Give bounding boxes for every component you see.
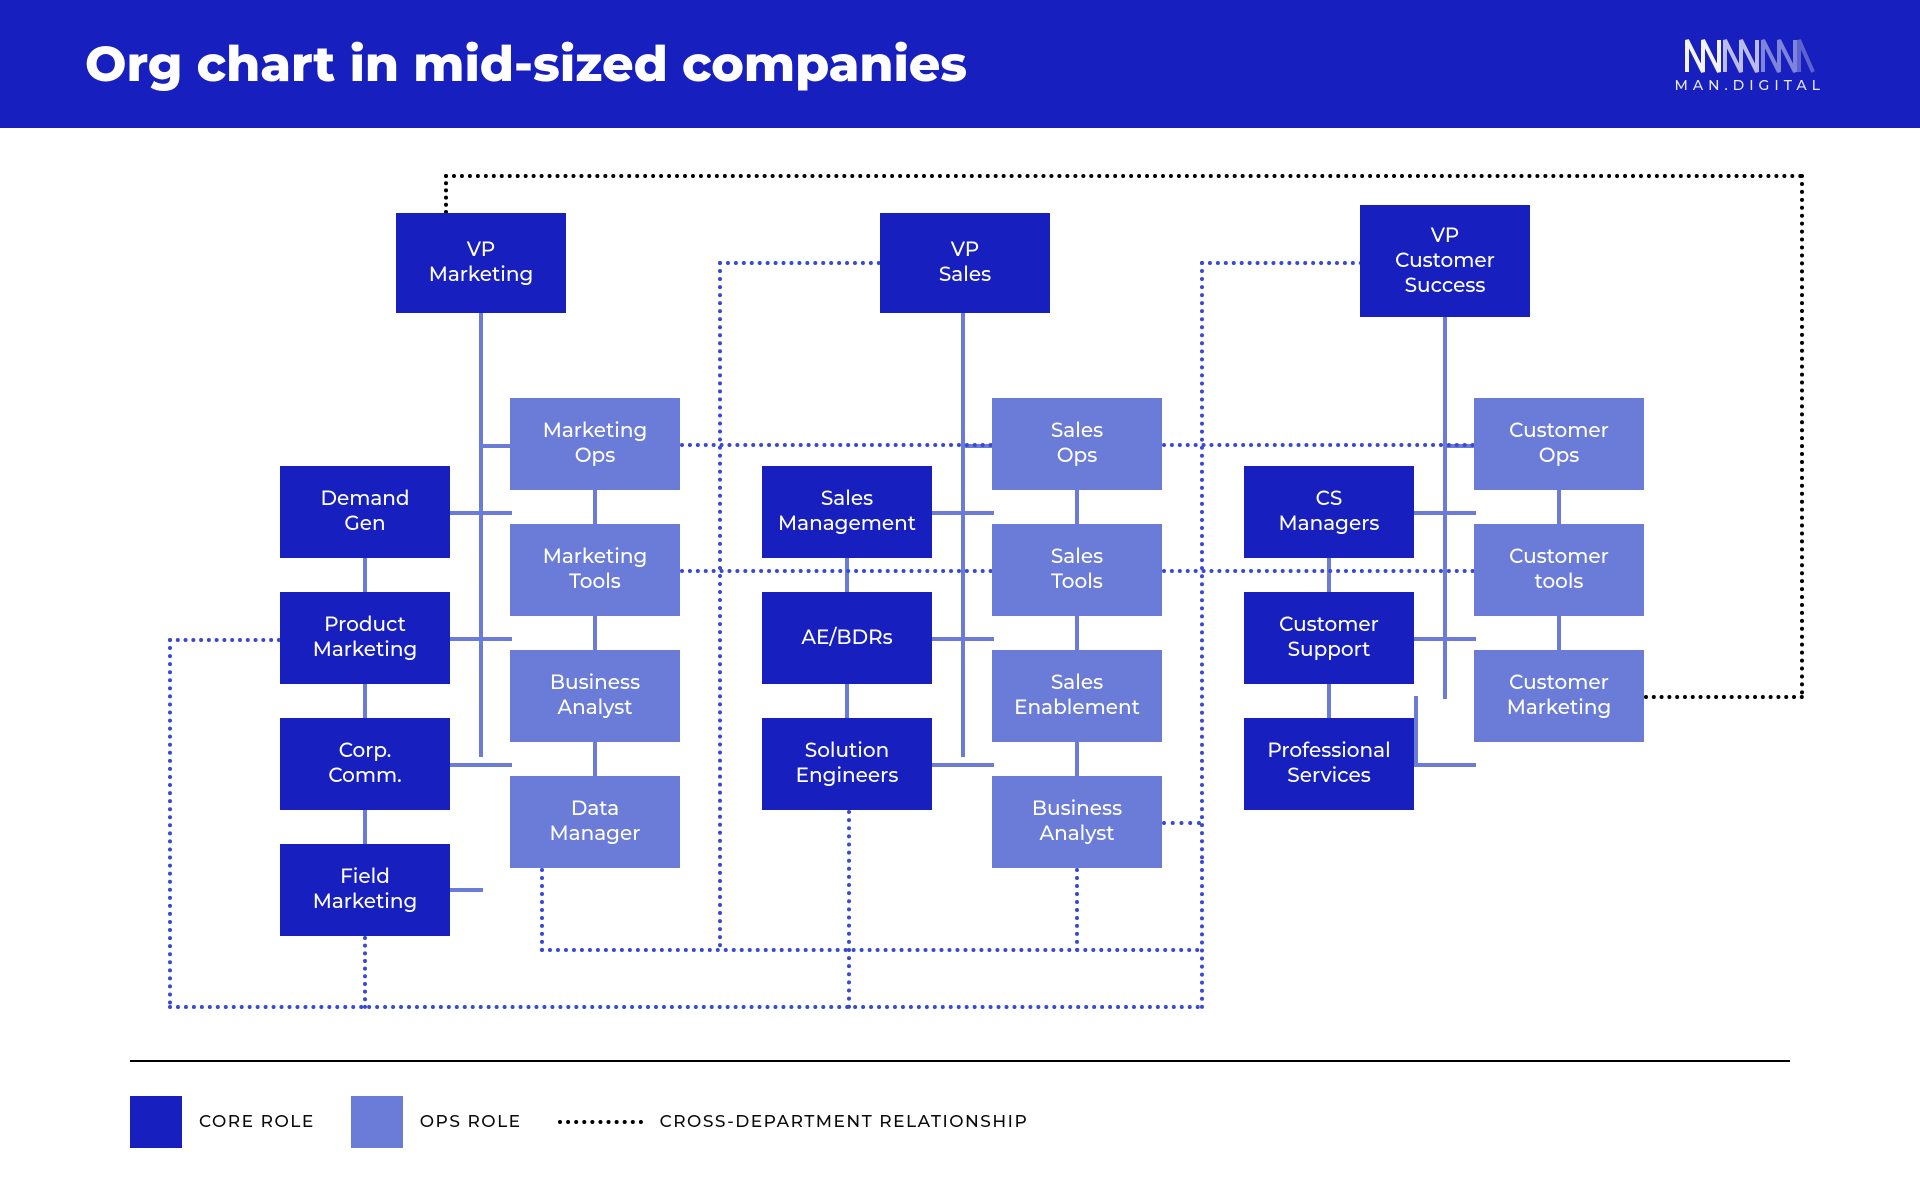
node-solution-eng: Solution Engineers bbox=[762, 718, 932, 810]
legend: CORE ROLE OPS ROLE CROSS-DEPARTMENT RELATI… bbox=[130, 1096, 1028, 1148]
node-demand-gen: Demand Gen bbox=[280, 466, 450, 558]
connector-line bbox=[1443, 763, 1476, 767]
dotted-line bbox=[540, 948, 1200, 952]
connector-line bbox=[450, 763, 512, 767]
legend-item: CORE ROLE bbox=[130, 1096, 315, 1148]
node-vp-marketing: VP Marketing bbox=[396, 213, 566, 313]
node-ae-bdrs: AE/BDRs bbox=[762, 592, 932, 684]
header: Org chart in mid-sized companies MAN.DIG… bbox=[0, 0, 1920, 128]
node-cust-tools: Customer tools bbox=[1474, 524, 1644, 616]
connector-line bbox=[450, 888, 483, 892]
node-cust-ops: Customer Ops bbox=[1474, 398, 1644, 490]
connector-line bbox=[961, 313, 965, 757]
node-cs-managers: CS Managers bbox=[1244, 466, 1414, 558]
legend-swatch bbox=[130, 1096, 182, 1148]
dotted-line bbox=[680, 443, 993, 447]
legend-dots-icon bbox=[558, 1120, 643, 1124]
node-cust-support: Customer Support bbox=[1244, 592, 1414, 684]
canvas: Org chart in mid-sized companies MAN.DIG… bbox=[0, 0, 1920, 1200]
dotted-line bbox=[168, 1005, 1201, 1009]
dotted-line bbox=[1162, 569, 1475, 573]
node-mkt-tools: Marketing Tools bbox=[510, 524, 680, 616]
dotted-line bbox=[1800, 174, 1804, 695]
node-vp-sales: VP Sales bbox=[880, 213, 1050, 313]
connector-line bbox=[1414, 696, 1418, 767]
legend-label: CROSS-DEPARTMENT RELATIONSHIP bbox=[660, 1112, 1029, 1132]
connector-line bbox=[1414, 637, 1476, 641]
node-product-mkt: Product Marketing bbox=[280, 592, 450, 684]
node-corp-comm: Corp. Comm. bbox=[280, 718, 450, 810]
divider bbox=[130, 1060, 1790, 1062]
legend-item: OPS ROLE bbox=[351, 1096, 522, 1148]
connector-line bbox=[450, 511, 512, 515]
connector-line bbox=[450, 637, 512, 641]
dotted-line bbox=[1200, 261, 1204, 860]
node-sales-ops: Sales Ops bbox=[992, 398, 1162, 490]
connector-line bbox=[479, 444, 512, 448]
dotted-line bbox=[540, 868, 544, 952]
dotted-line bbox=[1200, 261, 1363, 265]
dotted-line bbox=[444, 174, 448, 214]
dotted-line bbox=[363, 936, 367, 1009]
dotted-line bbox=[847, 810, 851, 1009]
dotted-line bbox=[1162, 821, 1201, 825]
dotted-line bbox=[718, 261, 881, 265]
connector-line bbox=[932, 511, 994, 515]
node-field-mkt: Field Marketing bbox=[280, 844, 450, 936]
node-mkt-ops: Marketing Ops bbox=[510, 398, 680, 490]
node-vp-cs: VP Customer Success bbox=[1360, 205, 1530, 317]
legend-label: CORE ROLE bbox=[199, 1112, 315, 1132]
dotted-line bbox=[718, 261, 722, 948]
brand-text: MAN.DIGITAL bbox=[1674, 76, 1825, 94]
node-prof-services: Professional Services bbox=[1244, 718, 1414, 810]
dotted-line bbox=[1162, 443, 1475, 447]
node-cust-mkt: Customer Marketing bbox=[1474, 650, 1644, 742]
node-sales-tools: Sales Tools bbox=[992, 524, 1162, 616]
dotted-line bbox=[168, 638, 281, 642]
dotted-line bbox=[444, 174, 1804, 178]
connector-line bbox=[479, 313, 483, 757]
node-biz-analyst-2: Business Analyst bbox=[992, 776, 1162, 868]
brand-logo: MAN.DIGITAL bbox=[1674, 34, 1825, 94]
node-data-manager: Data Manager bbox=[510, 776, 680, 868]
connector-line bbox=[1443, 317, 1447, 699]
node-sales-enable: Sales Enablement bbox=[992, 650, 1162, 742]
connector-line bbox=[1414, 763, 1447, 767]
node-biz-analyst-1: Business Analyst bbox=[510, 650, 680, 742]
legend-label: OPS ROLE bbox=[420, 1112, 522, 1132]
connector-line bbox=[932, 637, 994, 641]
dotted-line bbox=[1075, 868, 1079, 952]
connector-line bbox=[932, 763, 994, 767]
connector-line bbox=[1414, 511, 1476, 515]
dotted-line bbox=[1200, 860, 1204, 1009]
legend-item: CROSS-DEPARTMENT RELATIONSHIP bbox=[558, 1112, 1029, 1132]
dotted-line bbox=[1644, 695, 1804, 699]
node-sales-mgmt: Sales Management bbox=[762, 466, 932, 558]
dotted-line bbox=[680, 569, 993, 573]
page-title: Org chart in mid-sized companies bbox=[85, 35, 967, 94]
logo-icon bbox=[1685, 34, 1815, 74]
legend-swatch bbox=[351, 1096, 403, 1148]
dotted-line bbox=[168, 638, 172, 1005]
